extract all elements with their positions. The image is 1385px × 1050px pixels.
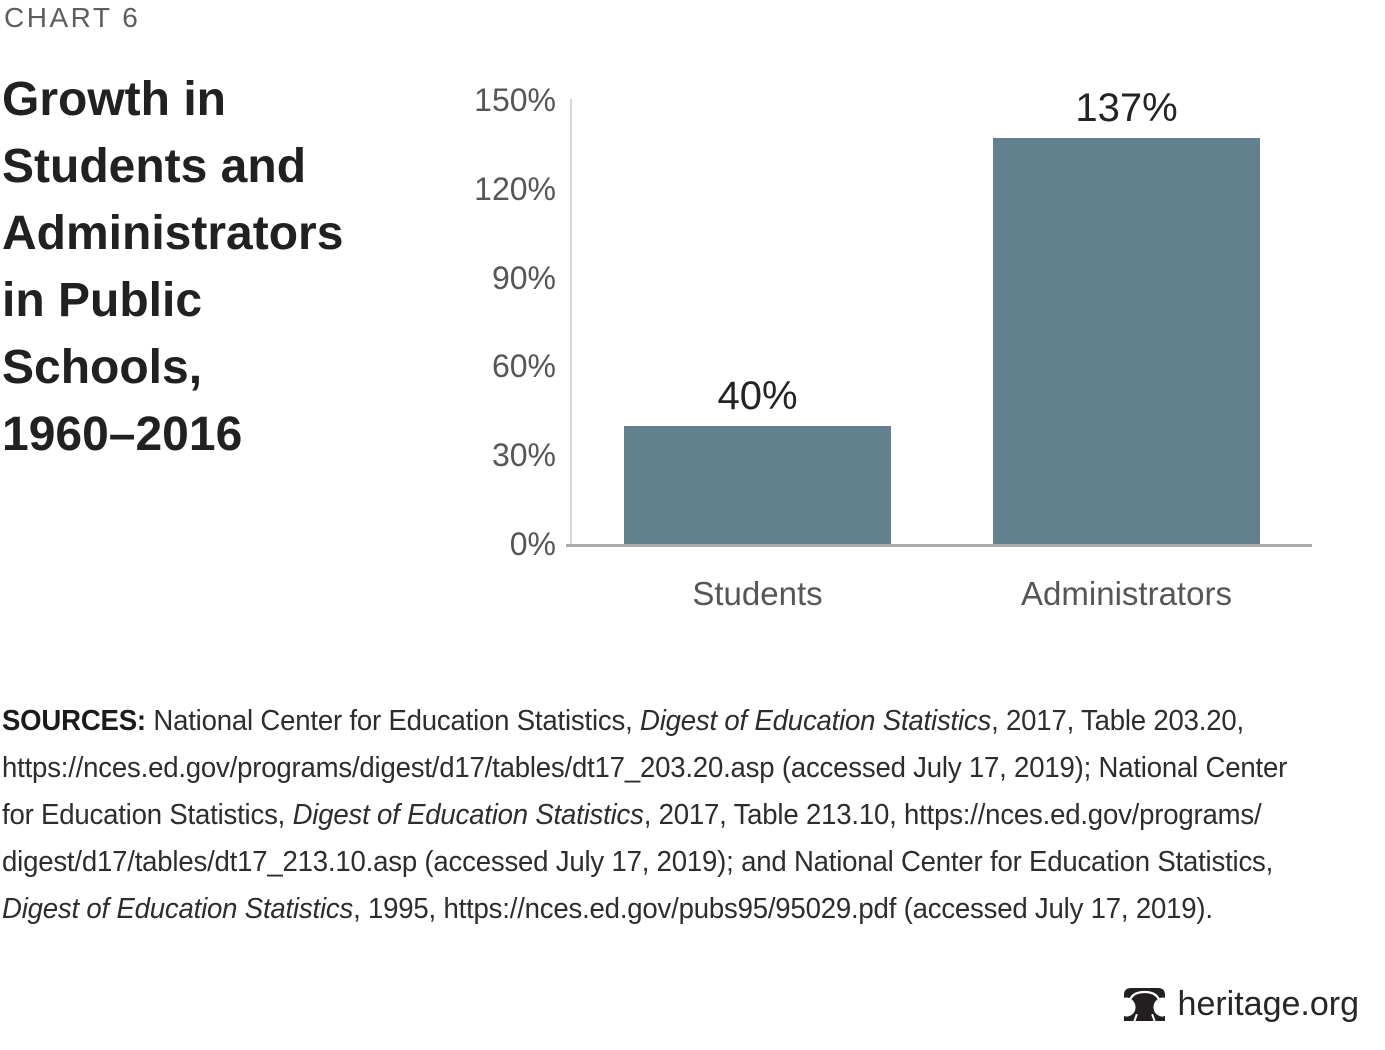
source-text: , 2017, Table 213.10, https://nces.ed.go… xyxy=(643,799,1262,831)
chart-title-line: Students and xyxy=(2,140,307,193)
y-tick-label: 30% xyxy=(491,437,556,474)
source-line: SOURCES: National Center for Education S… xyxy=(2,698,1385,745)
y-tick-label: 60% xyxy=(491,348,556,385)
source-text: , 2017, Table 203.20, xyxy=(991,705,1244,737)
x-axis-baseline xyxy=(566,544,1312,547)
sources-label: SOURCES: xyxy=(2,705,146,737)
x-category-label: Administrators xyxy=(1021,575,1232,612)
source-publication: Digest of Education Statistics xyxy=(292,799,644,831)
chart-title: Growth in Students and Administrators in Pu… xyxy=(2,66,432,468)
source-text: for Education Statistics, xyxy=(2,799,293,831)
chart-title-line: in Public xyxy=(2,274,203,327)
sources-note: SOURCES: National Center for Education S… xyxy=(2,698,1385,933)
bar-students xyxy=(624,426,891,544)
source-text: National Center for Education Statistics… xyxy=(145,705,641,737)
bar-value-label: 137% xyxy=(1075,86,1178,130)
y-tick-label: 90% xyxy=(491,259,556,296)
chart-title-line: 1960–2016 xyxy=(2,408,243,461)
bar-value-label: 40% xyxy=(717,374,798,418)
source-line: for Education Statistics, Digest of Educ… xyxy=(2,792,1385,839)
source-publication: Digest of Education Statistics xyxy=(2,893,354,925)
heritage-logo: heritage.org xyxy=(1123,984,1359,1024)
source-line: digest/d17/tables/dt17_213.10.asp (acces… xyxy=(2,839,1385,886)
bar-administrators xyxy=(993,138,1260,544)
logo-text: heritage.org xyxy=(1177,985,1359,1023)
liberty-bell-icon xyxy=(1123,987,1165,1021)
source-text: https://nces.ed.gov/programs/digest/d17/… xyxy=(2,752,1288,784)
x-category-label: Students xyxy=(692,575,823,612)
chart-title-line: Schools, xyxy=(2,341,203,394)
y-tick-label: 0% xyxy=(509,526,556,562)
y-axis-line xyxy=(570,99,572,547)
y-tick-label: 150% xyxy=(474,82,556,118)
source-text: , 1995, https://nces.ed.gov/pubs95/95029… xyxy=(353,893,1213,925)
chart-title-line: Growth in xyxy=(2,73,226,126)
source-line: Digest of Education Statistics, 1995, ht… xyxy=(2,886,1385,933)
y-tick-label: 120% xyxy=(474,170,556,207)
source-text: digest/d17/tables/dt17_213.10.asp (acces… xyxy=(2,846,1274,878)
source-line: https://nces.ed.gov/programs/digest/d17/… xyxy=(2,745,1385,792)
source-publication: Digest of Education Statistics xyxy=(640,705,992,737)
chart-number-kicker: CHART 6 xyxy=(4,2,141,33)
chart-title-line: Administrators xyxy=(2,207,344,260)
